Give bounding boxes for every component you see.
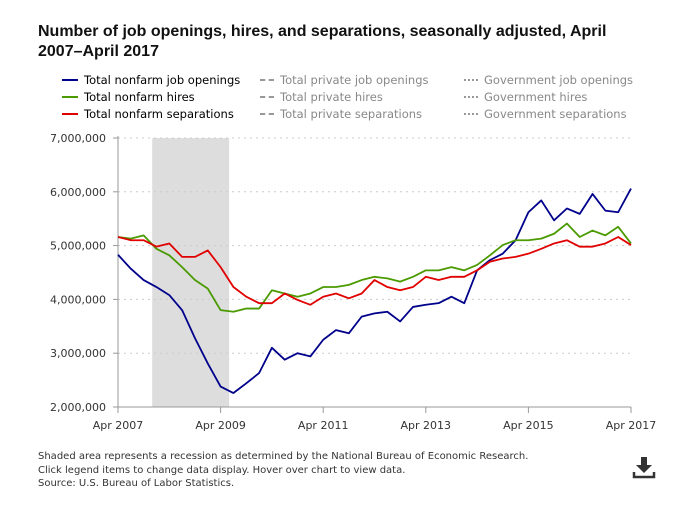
series-line-hires: [117, 222, 632, 313]
legend-item-government-openings[interactable]: Government job openings: [464, 72, 633, 89]
legend-item-total-openings[interactable]: Total nonfarm job openings: [62, 72, 240, 89]
legend-label: Total private separations: [280, 107, 423, 121]
legend-swatch: [464, 112, 478, 115]
x-tick-label: Apr 2017: [606, 419, 657, 432]
x-tick-label: Apr 2007: [93, 419, 144, 432]
y-tick-label: 4,000,000: [50, 293, 106, 306]
legend-swatch: [464, 78, 478, 81]
legend-label: Total nonfarm job openings: [84, 73, 241, 87]
chart-plot[interactable]: 2,000,000 3,000,000 4,000,000 5,000,000 6,00…: [0, 0, 695, 445]
series-line-separations: [117, 236, 632, 306]
download-icon[interactable]: [632, 455, 656, 479]
legend-item-total-separations[interactable]: Total nonfarm separations: [62, 106, 234, 123]
x-tick-label: Apr 2009: [195, 419, 246, 432]
y-tick-label: 2,000,000: [50, 401, 106, 414]
legend-item-private-hires[interactable]: Total private hires: [260, 89, 383, 106]
legend-item-private-separations[interactable]: Total private separations: [260, 106, 422, 123]
x-tick-label: Apr 2011: [298, 419, 349, 432]
footnote-instructions: Click legend items to change data displa…: [38, 464, 406, 476]
series-line-openings: [117, 188, 632, 394]
legend-item-government-hires[interactable]: Government hires: [464, 89, 587, 106]
x-tick-label: Apr 2015: [503, 419, 554, 432]
footnote-source: Source: U.S. Bureau of Labor Statistics.: [38, 478, 235, 489]
legend-swatch: [260, 112, 274, 115]
legend-swatch: [260, 95, 274, 98]
legend-label: Government separations: [484, 107, 627, 121]
footnotes: Shaded area represents a recession as de…: [38, 450, 528, 491]
legend-label: Total private job openings: [280, 73, 429, 87]
legend-item-government-separations[interactable]: Government separations: [464, 106, 627, 123]
footnote-recession: Shaded area represents a recession as de…: [38, 451, 529, 462]
legend-label: Total nonfarm hires: [84, 90, 195, 104]
legend-swatch: [260, 78, 274, 81]
legend-label: Government hires: [484, 90, 588, 104]
y-tick-label: 3,000,000: [50, 347, 106, 360]
chart-title: Number of job openings, hires, and separ…: [38, 23, 607, 60]
y-tick-label: 6,000,000: [50, 186, 106, 199]
legend-label: Government job openings: [484, 73, 634, 87]
recession-shading: [152, 138, 230, 407]
x-tick-label: Apr 2013: [401, 419, 452, 432]
legend-label: Total nonfarm separations: [84, 107, 234, 121]
y-tick-label: 5,000,000: [50, 240, 106, 253]
legend-swatch: [62, 112, 78, 115]
legend-item-total-hires[interactable]: Total nonfarm hires: [62, 89, 195, 106]
legend-item-private-openings[interactable]: Total private job openings: [260, 72, 429, 89]
y-tick-label: 7,000,000: [50, 132, 106, 145]
legend-swatch: [62, 78, 78, 81]
legend-swatch: [62, 95, 78, 98]
legend-swatch: [464, 95, 478, 98]
legend-label: Total private hires: [280, 90, 383, 104]
